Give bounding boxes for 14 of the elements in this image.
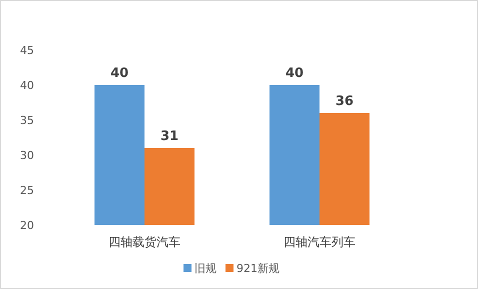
y-tick-label: 40 [20,79,34,92]
y-tick-label: 45 [20,44,34,57]
x-tick-label: 四轴载货汽车 [108,235,180,249]
data-label: 40 [285,66,304,81]
x-tick-label: 四轴汽车列车 [284,235,356,249]
y-tick-label: 20 [20,219,34,232]
data-label: 36 [335,94,354,109]
y-tick-label: 30 [20,149,34,162]
y-tick-label: 25 [20,184,34,197]
y-tick-label: 35 [20,114,34,127]
data-label: 31 [160,129,179,144]
legend-label: 旧规 [194,262,216,275]
data-label: 40 [110,66,129,81]
legend-label: 921新规 [236,262,280,275]
